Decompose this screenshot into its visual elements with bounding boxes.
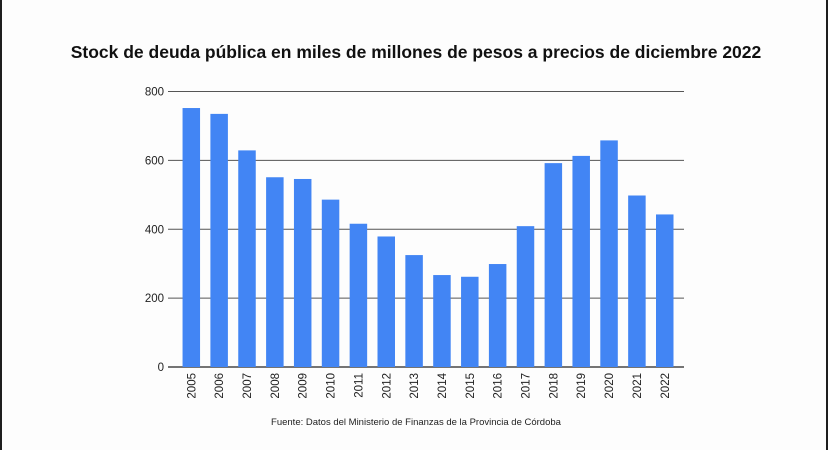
y-tick-label: 400 (145, 224, 164, 236)
bar-2005 (182, 108, 201, 367)
x-tick-label: 2016 (493, 373, 505, 399)
bar-2013 (405, 255, 423, 367)
chart-title: Stock de deuda pública en miles de millo… (71, 42, 762, 62)
bar-2012 (377, 236, 395, 367)
x-tick-label: 2014 (437, 372, 449, 398)
x-tick-label: 2015 (465, 373, 477, 399)
bar-2014 (433, 275, 451, 367)
y-tick-label: 200 (145, 293, 164, 305)
y-tick-label: 0 (158, 362, 164, 374)
x-tick-label: 2009 (298, 373, 310, 399)
x-tick-label: 2021 (632, 373, 644, 399)
x-tick-label: 2012 (381, 373, 393, 399)
x-tick-label: 2022 (660, 373, 672, 399)
bar-2017 (516, 226, 535, 367)
x-tick-label: 2018 (548, 373, 560, 399)
x-tick-label: 2006 (214, 373, 226, 399)
x-tick-label: 2017 (521, 373, 533, 399)
bar-2018 (544, 163, 563, 367)
bar-2019 (572, 155, 590, 367)
bar-2021 (628, 195, 646, 367)
bar-2020 (600, 140, 618, 367)
x-tick-label: 2019 (576, 373, 588, 399)
bar-2008 (266, 177, 284, 367)
x-tick-label: 2008 (270, 373, 282, 399)
chart-source-note: Fuente: Datos del Ministerio de Finanzas… (271, 417, 562, 428)
bar-2015 (461, 276, 479, 367)
y-axis-ticks: 0 200 400 600 800 (145, 87, 164, 375)
bar-2009 (293, 178, 312, 367)
x-tick-label: 2010 (326, 373, 338, 399)
bar-2011 (349, 223, 368, 367)
x-tick-label: 2011 (353, 373, 365, 398)
bar-2006 (210, 113, 228, 368)
x-tick-label: 2020 (604, 373, 616, 399)
bar-2010 (321, 199, 340, 367)
bar-2022 (656, 214, 674, 367)
bars (182, 108, 674, 368)
y-tick-label: 800 (145, 87, 164, 99)
x-tick-label: 2005 (186, 373, 198, 399)
x-axis-ticks: 2005 2006 2007 2008 2009 2010 2011 2012 2013 2014… (186, 372, 671, 398)
x-tick-label: 2013 (409, 373, 421, 399)
x-tick-label: 2007 (242, 373, 254, 399)
y-tick-label: 600 (145, 155, 164, 167)
bar-2007 (238, 150, 256, 367)
bar-2016 (488, 264, 507, 367)
